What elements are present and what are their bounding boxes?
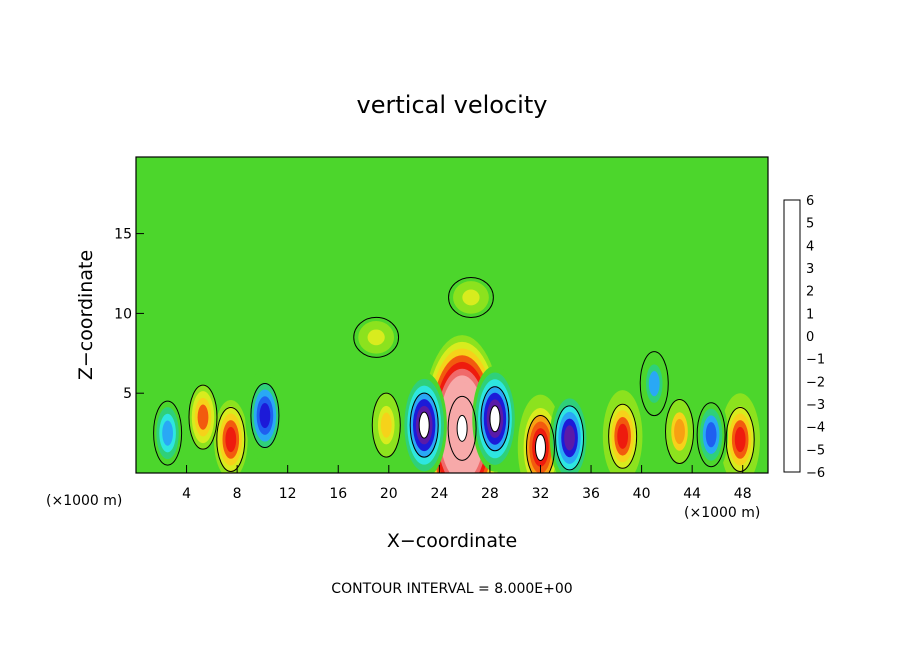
velocity-cell-2 <box>602 390 643 473</box>
zero-contour <box>447 395 477 461</box>
zero-contour <box>696 402 726 468</box>
velocity-cell-15 <box>453 281 489 314</box>
x-tick-label: 16 <box>329 486 347 502</box>
velocity-cell-16 <box>358 321 395 354</box>
colorbar-frame <box>783 199 801 473</box>
x-tick-label: 28 <box>481 486 499 502</box>
zero-contour <box>665 399 695 465</box>
colorbar-label: 6 <box>806 194 814 209</box>
colorbar-label: −5 <box>806 443 825 458</box>
zero-contour <box>525 414 555 473</box>
zero-contour <box>639 351 669 417</box>
x-tick-label: 8 <box>233 486 242 502</box>
zero-contour <box>250 383 280 449</box>
x-tick-label: 4 <box>182 486 191 502</box>
velocity-cell-3 <box>720 393 760 473</box>
velocity-cell-8 <box>401 372 447 473</box>
zero-contour <box>353 316 400 358</box>
zero-contour <box>480 386 510 452</box>
velocity-cell-5 <box>188 384 217 450</box>
velocity-cell-9 <box>472 365 518 472</box>
x-tick-label: 24 <box>430 486 448 502</box>
velocity-cell-10 <box>549 391 590 473</box>
contour-lines <box>153 276 755 473</box>
chart-title: vertical velocity <box>357 91 548 119</box>
colorbar-label: −4 <box>806 421 825 436</box>
velocity-cell-1 <box>517 394 564 473</box>
zero-contour <box>555 405 585 471</box>
x-tick-label: 32 <box>532 486 550 502</box>
colorbar: 6 5 4 3 2 1 0 −1 −2 −3 −4 −5 −6 <box>783 194 825 481</box>
x-tick-label: 36 <box>582 486 600 502</box>
zero-contour <box>409 392 439 458</box>
plot-frame <box>135 156 769 474</box>
velocity-cell-12 <box>153 400 182 466</box>
velocity-cell-6 <box>665 398 694 465</box>
zero-contour <box>725 406 755 472</box>
colorbar-label: −6 <box>806 466 825 481</box>
y-axis: 5 10 15 <box>114 227 144 402</box>
velocity-cell-4 <box>213 399 248 473</box>
colorbar-label: 1 <box>806 307 814 322</box>
contour-interval-note: CONTOUR INTERVAL = 8.000E+00 <box>331 581 572 597</box>
x-axis: 4 8 12 16 20 24 28 32 36 40 44 48 <box>182 465 752 502</box>
zero-contour <box>216 406 246 472</box>
velocity-cell-14 <box>640 350 669 417</box>
zero-contour <box>608 403 638 469</box>
velocity-cell-13 <box>694 395 729 473</box>
x-tick-label: 48 <box>734 486 752 502</box>
zero-contour <box>448 276 494 318</box>
x-tick-label: 12 <box>279 486 297 502</box>
velocity-cell-7 <box>372 392 401 458</box>
colorbar-label: 0 <box>806 330 814 345</box>
y-axis-label: Z−coordinate <box>75 250 97 380</box>
x-tick-label: 44 <box>683 486 701 502</box>
velocity-field <box>136 157 768 473</box>
x-axis-label: X−coordinate <box>387 530 517 552</box>
x-unit-right: (×1000 m) <box>684 505 760 521</box>
y-tick-label: 10 <box>114 306 132 322</box>
colorbar-label: −3 <box>806 398 825 413</box>
x-tick-label: 20 <box>380 486 398 502</box>
colorbar-label: 5 <box>806 217 814 232</box>
y-tick-label: 15 <box>114 227 132 243</box>
colorbar-label: 4 <box>806 239 814 254</box>
zero-contour <box>371 392 401 458</box>
zero-contour <box>153 400 183 466</box>
y-tick-label: 5 <box>123 386 132 402</box>
colorbar-label: −2 <box>806 375 825 390</box>
colorbar-label: 3 <box>806 262 814 277</box>
zero-contour <box>188 384 218 450</box>
x-unit-left: (×1000 m) <box>46 493 122 509</box>
colorbar-label: 2 <box>806 285 814 300</box>
colorbar-label: −1 <box>806 353 825 368</box>
x-tick-label: 40 <box>633 486 651 502</box>
